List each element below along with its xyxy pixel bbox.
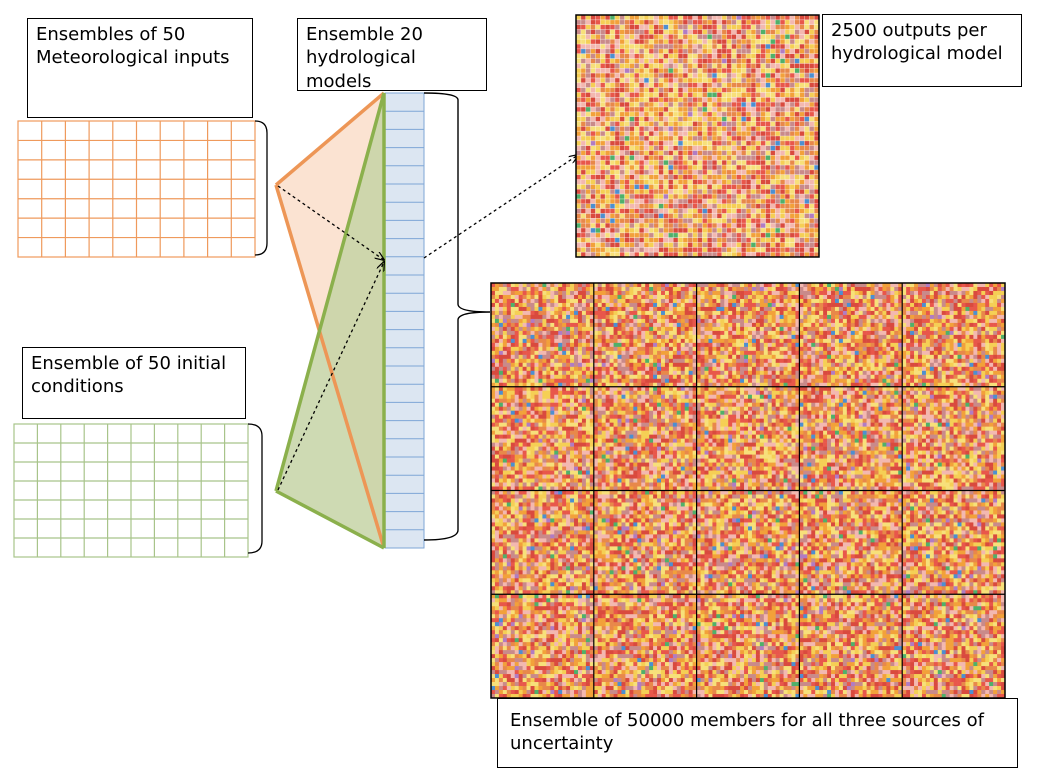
hydrological-models-column [385, 93, 424, 548]
full-ensemble-matrix [491, 283, 1005, 698]
initial-conditions-grid [14, 424, 248, 557]
meteorological-inputs-grid [18, 121, 255, 257]
model-to-outputs-arrow [424, 155, 578, 258]
meteorological-inputs-label: Ensembles of 50 Meteorological inputs [27, 18, 253, 118]
outputs-per-model-label: 2500 outputs per hydrological model [822, 14, 1022, 87]
hydrological-models-label: Ensemble 20 hydrological models [297, 18, 487, 91]
outputs-matrix [576, 15, 819, 257]
init-grid-brace [248, 424, 262, 553]
met-grid-brace [255, 121, 267, 255]
initial-conditions-label: Ensemble of 50 initial conditions [22, 347, 246, 419]
models-brace [424, 93, 490, 540]
full-ensemble-label: Ensemble of 50000 members for all three … [497, 698, 1018, 768]
